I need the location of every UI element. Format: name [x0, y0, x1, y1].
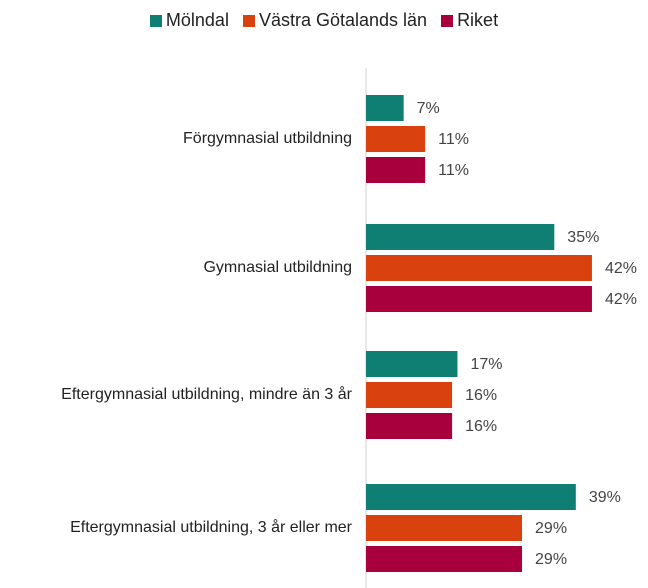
category-label: Eftergymnasial utbildning, 3 år eller me… [0, 518, 352, 538]
bar [366, 382, 453, 408]
bar [366, 255, 592, 281]
bar [366, 286, 592, 312]
bar [366, 546, 523, 572]
value-label: 29% [535, 520, 567, 537]
legend-swatch [242, 14, 255, 27]
category-text: Gymnasial utbildning [203, 259, 352, 276]
category-label: Förgymnasial utbildning [0, 129, 352, 149]
bar [366, 224, 555, 250]
legend-label: Västra Götalands län [258, 10, 428, 30]
value-label: 35% [567, 229, 599, 246]
bar [366, 157, 426, 183]
legend: Mölndal Västra Götalands län Riket [0, 10, 648, 31]
legend-item: Mölndal [149, 10, 229, 31]
value-label: 7% [417, 100, 440, 117]
value-label: 16% [465, 418, 497, 435]
value-label: 11% [438, 162, 469, 179]
value-label: 42% [605, 260, 637, 277]
legend-item: Riket [441, 10, 498, 31]
value-label: 16% [465, 387, 497, 404]
category-label: Gymnasial utbildning [0, 258, 352, 278]
value-label: 17% [470, 356, 502, 373]
category-text: Eftergymnasial utbildning, 3 år eller me… [70, 519, 352, 536]
value-label: 39% [589, 489, 621, 506]
bar [366, 484, 576, 510]
value-label: 29% [535, 551, 567, 568]
category-text: Eftergymnasial utbildning, mindre än 3 å… [61, 386, 352, 403]
bar [366, 126, 426, 152]
bar [366, 351, 458, 377]
value-label: 11% [438, 131, 469, 148]
category-label: Eftergymnasial utbildning, mindre än 3 å… [0, 385, 352, 405]
bar [366, 515, 523, 541]
legend-label: Mölndal [165, 10, 229, 30]
category-text: Förgymnasial utbildning [183, 130, 352, 147]
legend-swatch [149, 14, 162, 27]
legend-swatch [441, 14, 454, 27]
legend-item: Västra Götalands län [242, 10, 428, 31]
bar [366, 413, 453, 439]
bar [366, 95, 404, 121]
legend-label: Riket [457, 10, 499, 30]
value-label: 42% [605, 291, 637, 308]
